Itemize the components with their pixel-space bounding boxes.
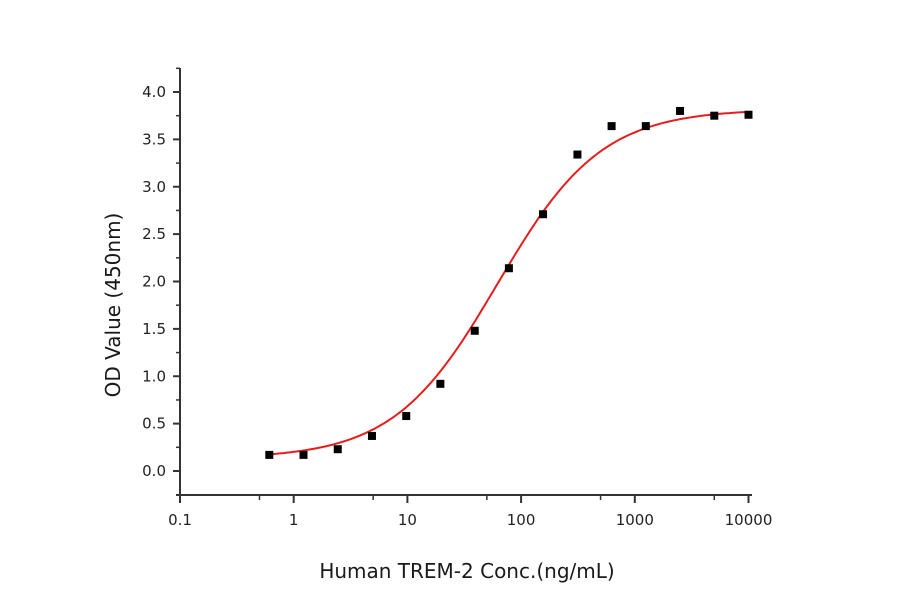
data-point-marker xyxy=(676,106,685,115)
data-point-marker xyxy=(573,150,582,159)
y-tick-label: 3.0 xyxy=(142,178,166,196)
x-tick-label: 1 xyxy=(289,511,299,529)
y-tick-label: 2.0 xyxy=(142,273,166,291)
data-point-marker xyxy=(744,110,753,119)
y-axis-title: OD Value (450nm) xyxy=(101,213,125,398)
y-axis: 0.0 0.5 1.0 1.5 2.0 2.5 3.0 3.5 4.0 xyxy=(142,67,181,502)
data-point-marker xyxy=(710,111,719,120)
data-points xyxy=(265,106,753,459)
y-tick-label: 1.0 xyxy=(142,367,166,385)
plot-area xyxy=(265,106,753,459)
x-tick-label: 1000 xyxy=(616,511,654,529)
x-axis-title: Human TREM-2 Conc.(ng/mL) xyxy=(319,559,614,583)
y-tick-label: 0.0 xyxy=(142,462,166,480)
data-point-marker xyxy=(641,122,650,131)
y-tick-label: 3.5 xyxy=(142,130,166,148)
x-axis: 0.1 1 10 100 1000 10000 xyxy=(168,494,772,529)
y-tick-label: 2.5 xyxy=(142,225,166,243)
x-tick-label: 0.1 xyxy=(168,511,192,529)
y-tick-label: 4.0 xyxy=(142,83,166,101)
data-point-marker xyxy=(265,450,274,459)
y-axis-ticks: 0.0 0.5 1.0 1.5 2.0 2.5 3.0 3.5 4.0 xyxy=(142,67,180,496)
data-point-marker xyxy=(607,122,616,131)
y-tick-label: 0.5 xyxy=(142,415,166,433)
data-point-marker xyxy=(539,210,548,219)
data-point-marker xyxy=(402,412,411,421)
x-tick-label: 10 xyxy=(398,511,417,529)
data-point-marker xyxy=(436,379,445,388)
x-tick-label: 100 xyxy=(507,511,536,529)
y-tick-label: 1.5 xyxy=(142,320,166,338)
data-point-marker xyxy=(504,264,513,273)
data-point-marker xyxy=(333,445,342,454)
fit-curve xyxy=(269,110,749,456)
data-point-marker xyxy=(367,431,376,440)
data-point-marker xyxy=(299,450,308,459)
x-tick-label: 10000 xyxy=(725,511,773,529)
data-point-marker xyxy=(470,326,479,335)
x-axis-ticks: 0.1 1 10 100 1000 10000 xyxy=(168,495,772,529)
